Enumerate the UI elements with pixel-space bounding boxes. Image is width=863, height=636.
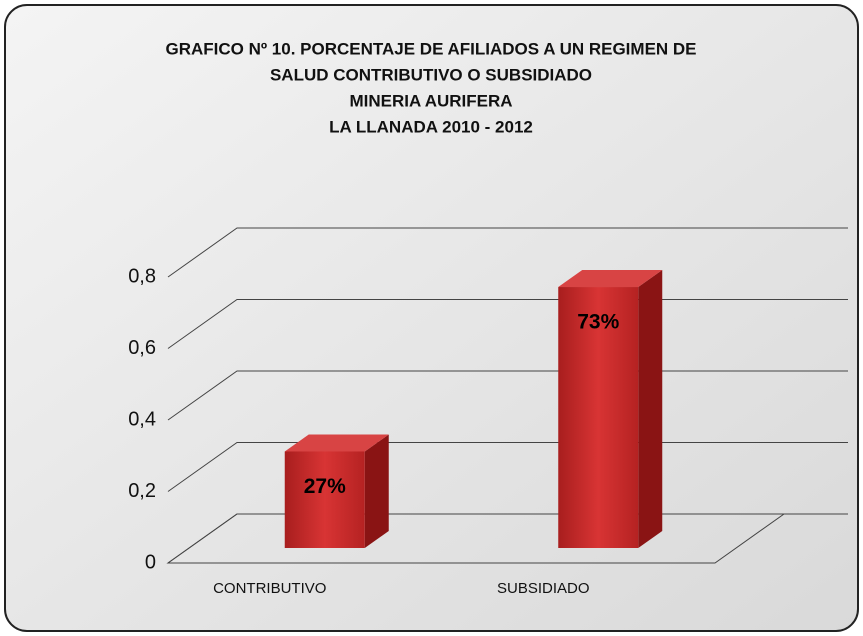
bar-top [558, 270, 663, 288]
y-tick-label: 0,6 [128, 337, 156, 359]
chart-title: MINERIA AURIFERA [349, 91, 512, 110]
data-label: 73% [577, 311, 619, 334]
bar-side [364, 434, 389, 548]
bar [284, 451, 365, 548]
chart-title: SALUD CONTRIBUTIVO O SUBSIDIADO [270, 65, 592, 84]
data-label: 27% [304, 475, 346, 498]
grid-line [167, 227, 848, 278]
x-tick-label: SUBSIDIADO [497, 580, 590, 597]
bar-side [638, 270, 663, 548]
y-tick-label: 0 [145, 551, 156, 573]
chart-title: GRAFICO Nº 10. PORCENTAJE DE AFILIADOS A… [165, 39, 696, 58]
chart-title: LA LLANADA 2010 - 2012 [329, 117, 533, 136]
bar [558, 287, 639, 548]
y-tick-label: 0,4 [128, 408, 156, 430]
y-tick-label: 0,2 [128, 480, 156, 502]
y-tick-label: 0,8 [128, 265, 156, 287]
x-tick-label: CONTRIBUTIVO [213, 580, 326, 597]
bar-top [284, 434, 389, 452]
